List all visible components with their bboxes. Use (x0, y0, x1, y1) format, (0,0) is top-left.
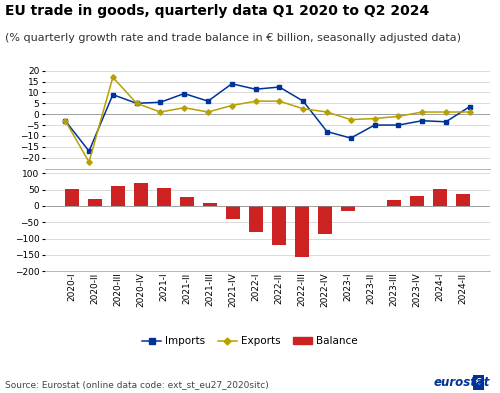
Imports (181, 91, 187, 96)
Exports (110, 75, 116, 80)
Line: Exports: Exports (64, 75, 472, 164)
Exports (372, 116, 378, 121)
Exports (419, 110, 425, 114)
Imports (419, 118, 425, 123)
Exports (467, 110, 473, 114)
Bar (180, 197, 194, 206)
Imports (324, 129, 330, 134)
Imports (86, 149, 92, 154)
Exports (62, 118, 68, 123)
Bar (433, 189, 447, 206)
Exports (276, 99, 282, 103)
Exports (324, 110, 330, 114)
Text: EU trade in goods, quarterly data Q1 2020 to Q2 2024: EU trade in goods, quarterly data Q1 202… (5, 4, 429, 18)
Bar (134, 183, 148, 206)
Bar (65, 189, 79, 206)
Bar (88, 199, 102, 206)
Imports (443, 119, 449, 124)
Bar (410, 196, 424, 206)
Bar (456, 194, 470, 206)
Bar (157, 188, 171, 206)
Exports (181, 105, 187, 110)
Text: Source: Eurostat (online data code: ext_st_eu27_2020sitc): Source: Eurostat (online data code: ext_… (5, 380, 269, 389)
Bar (387, 200, 401, 206)
Exports (86, 160, 92, 164)
Imports (205, 99, 211, 103)
Bar (272, 206, 286, 245)
Imports (229, 81, 235, 86)
Imports (467, 104, 473, 109)
Text: eurostat: eurostat (434, 376, 490, 389)
Imports (62, 118, 68, 123)
Bar (295, 206, 309, 257)
Exports (205, 110, 211, 114)
Text: (% quarterly growth rate and trade balance in € billion, seasonally adjusted dat: (% quarterly growth rate and trade balan… (5, 33, 461, 43)
Imports (372, 123, 378, 127)
Exports (443, 110, 449, 114)
Exports (252, 99, 258, 103)
Line: Imports: Imports (63, 82, 472, 153)
Bar (111, 186, 125, 206)
Imports (134, 101, 140, 106)
Imports (110, 92, 116, 97)
Exports (396, 114, 402, 119)
Imports (396, 123, 402, 127)
Bar (249, 206, 263, 232)
Imports (348, 136, 354, 140)
Exports (229, 103, 235, 108)
Exports (158, 110, 164, 114)
Imports (300, 99, 306, 103)
Imports (158, 100, 164, 105)
Exports (300, 107, 306, 111)
Exports (134, 101, 140, 106)
Bar (318, 206, 332, 234)
Imports (252, 87, 258, 92)
Legend: Imports, Exports, Balance: Imports, Exports, Balance (138, 332, 362, 351)
Bar (203, 204, 217, 206)
Bar (226, 206, 240, 219)
Text: €: € (475, 378, 481, 387)
Imports (276, 84, 282, 89)
Bar (341, 206, 355, 211)
Exports (348, 117, 354, 122)
